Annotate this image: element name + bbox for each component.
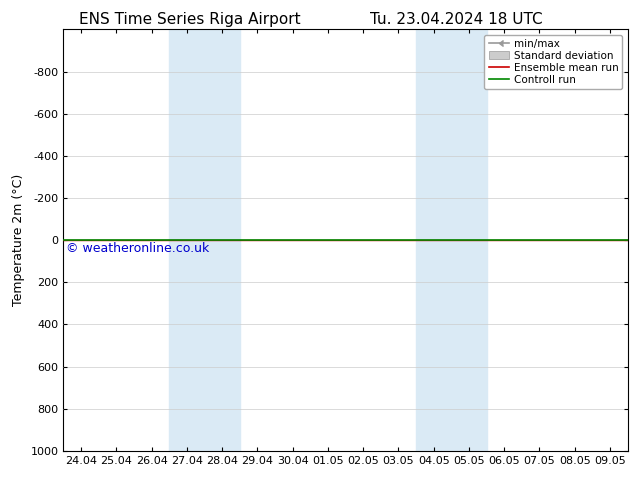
Bar xyxy=(169,29,240,451)
Text: ENS Time Series Riga Airport: ENS Time Series Riga Airport xyxy=(79,12,301,27)
Text: Tu. 23.04.2024 18 UTC: Tu. 23.04.2024 18 UTC xyxy=(370,12,543,27)
Legend: min/max, Standard deviation, Ensemble mean run, Controll run: min/max, Standard deviation, Ensemble me… xyxy=(484,35,623,89)
Y-axis label: Temperature 2m (°C): Temperature 2m (°C) xyxy=(12,174,25,306)
Bar xyxy=(416,29,487,451)
Text: © weatheronline.co.uk: © weatheronline.co.uk xyxy=(66,242,209,255)
